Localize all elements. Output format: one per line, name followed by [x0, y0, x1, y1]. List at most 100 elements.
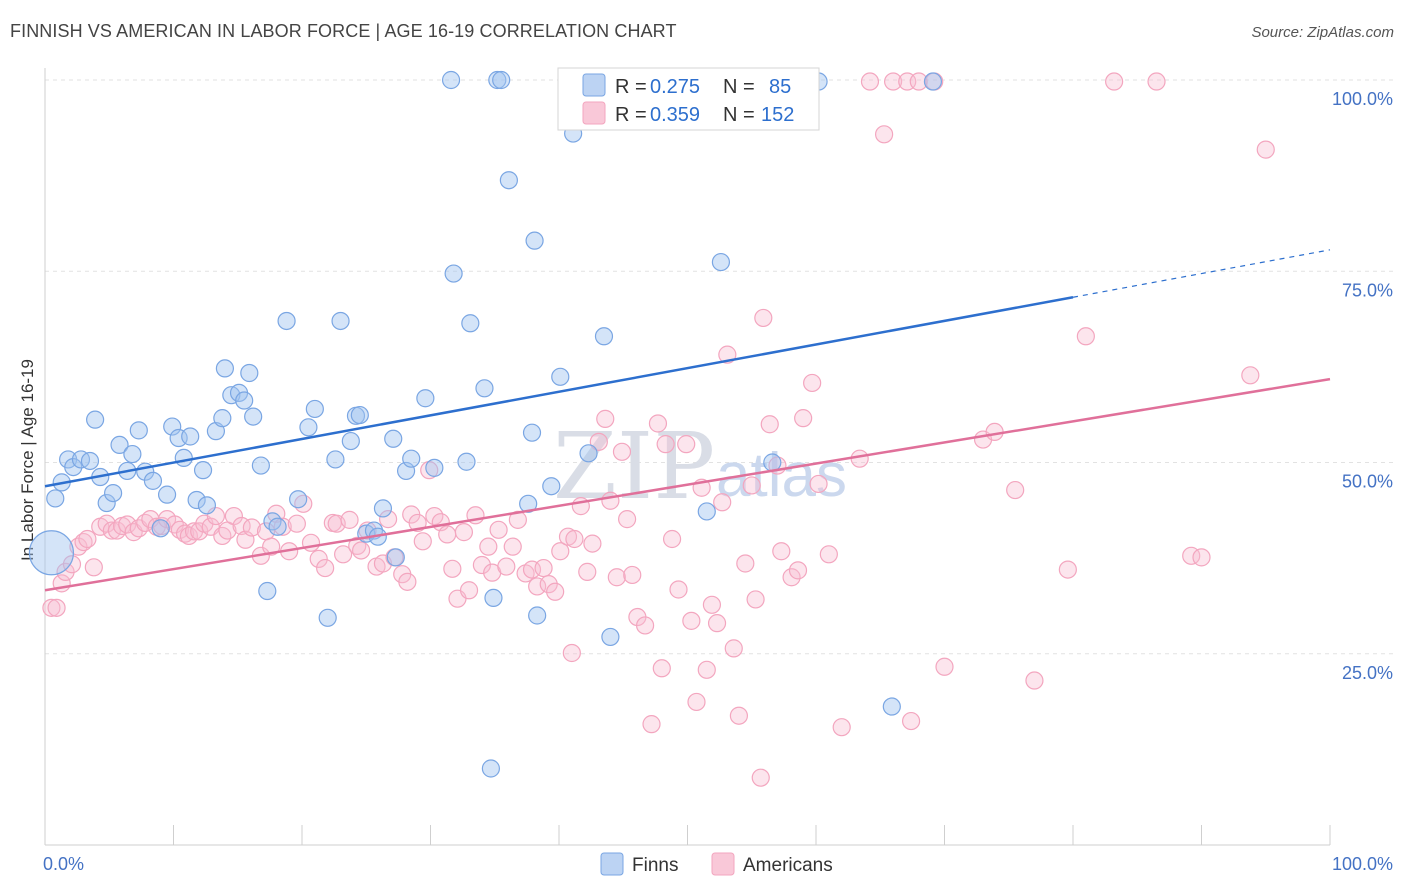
finns-point-52: [384, 429, 403, 448]
x-tick-label-100: 100.0%: [1332, 854, 1393, 874]
americans-point-77: [497, 557, 516, 576]
legend-finns-r-value: 0.275: [650, 76, 700, 98]
americans-point-117: [724, 639, 743, 658]
finns-point-65: [488, 70, 507, 90]
finns-point-37: [268, 517, 287, 536]
americans-point-85: [546, 582, 565, 601]
finns-point-55: [402, 449, 421, 468]
legend-finns-n-value: 85: [769, 76, 791, 98]
finns-point-27: [213, 409, 232, 428]
americans-point-83: [534, 558, 553, 578]
stats-legend: R = 0.275 N = 85 R = 0.359 N = 152: [557, 67, 820, 131]
americans-point-152: [1241, 366, 1260, 385]
finns-point-21: [174, 448, 193, 468]
finns-point-18: [157, 485, 177, 504]
americans-point-39: [262, 537, 281, 556]
americans-point-57: [378, 510, 398, 529]
bottom-legend-americans: Americans: [743, 855, 833, 876]
finns-point-41: [305, 399, 324, 419]
americans-point-112: [697, 660, 716, 679]
americans-point-106: [662, 529, 682, 549]
x-tick-labels: 0.0% 100.0%: [43, 854, 1393, 874]
finns-point-5: [71, 450, 91, 469]
finns-point-25: [197, 496, 217, 515]
americans-point-68: [443, 559, 462, 578]
americans-point-135: [875, 125, 894, 144]
americans-point-118: [729, 706, 749, 725]
finns-point-51: [373, 499, 393, 518]
americans-point-141: [935, 657, 954, 676]
americans-point-94: [596, 409, 615, 428]
americans-point-11: [102, 521, 121, 540]
americans-point-131: [819, 545, 838, 564]
trend-lines: [44, 249, 1331, 592]
americans-point-145: [1025, 671, 1044, 690]
americans-point-0: [42, 598, 61, 617]
americans-point-121: [746, 590, 765, 609]
americans-point-153: [1256, 140, 1275, 159]
americans-point-127: [788, 561, 808, 580]
finns-point-69: [522, 423, 542, 442]
finns-point-57: [425, 458, 444, 477]
americans-point-36: [242, 518, 261, 537]
finns-point-76: [579, 444, 598, 463]
axes: [44, 68, 1331, 846]
finns-point-45: [341, 431, 360, 451]
americans-point-47: [316, 558, 335, 578]
americans-point-115: [713, 493, 732, 512]
finns-point-58: [441, 70, 461, 90]
americans-point-43: [287, 514, 306, 533]
americans-point-122: [751, 768, 770, 787]
finns-point-77: [594, 327, 614, 346]
americans-point-110: [687, 692, 706, 712]
legend-finns-r-label: R =: [615, 76, 647, 98]
y-tick-label-100: 100.0%: [1332, 89, 1393, 109]
finns-point-81: [763, 453, 782, 472]
finns-point-43: [326, 450, 345, 469]
finns-point-62: [475, 379, 494, 398]
americans-point-129: [803, 373, 822, 393]
finns-point-28: [215, 359, 234, 378]
finns-point-6: [80, 451, 100, 471]
finns-point-53: [386, 548, 405, 567]
americans-point-130: [809, 474, 828, 494]
americans-point-101: [635, 616, 655, 635]
americans-point-1: [47, 598, 66, 617]
americans-point-151: [1192, 548, 1211, 567]
legend-swatch-americans: [582, 101, 606, 125]
finns-point-60: [457, 452, 476, 471]
americans-point-81: [522, 560, 542, 579]
finns-point-0: [28, 530, 75, 576]
americans-point-76: [489, 520, 508, 539]
finns-point-13: [123, 444, 142, 464]
americans-point-7: [78, 529, 97, 549]
x-tick-label-0: 0.0%: [43, 854, 84, 874]
americans-point-109: [682, 611, 701, 630]
americans-point-154: [754, 308, 773, 328]
americans-point-136: [883, 72, 903, 91]
bottom-legend-finns: Finns: [632, 855, 678, 876]
finns-point-79: [697, 502, 716, 521]
finns-point-63: [481, 759, 500, 778]
americans-point-89: [565, 529, 584, 549]
finns-point-67: [499, 171, 518, 190]
americans-point-96: [607, 568, 626, 587]
americans-point-92: [583, 534, 602, 553]
americans-point-73: [472, 555, 491, 575]
americans-point-149: [1147, 72, 1166, 91]
americans-point-133: [850, 449, 869, 468]
americans-point-128: [794, 409, 813, 428]
chart-title: FINNISH VS AMERICAN IN LABOR FORCE | AGE…: [10, 21, 677, 41]
americans-point-71: [459, 581, 479, 600]
americans-point-41: [273, 517, 292, 536]
americans-point-144: [1006, 480, 1025, 500]
americans-point-114: [707, 614, 727, 633]
americans-point-26: [184, 522, 204, 541]
americans-point-113: [702, 595, 722, 614]
americans-point-98: [618, 510, 637, 529]
y-tick-label-25: 25.0%: [1342, 663, 1393, 683]
finns-point-66: [492, 70, 511, 90]
finns-point-64: [484, 588, 503, 608]
finns-point-73: [551, 367, 570, 386]
finns-point-61: [461, 314, 480, 333]
